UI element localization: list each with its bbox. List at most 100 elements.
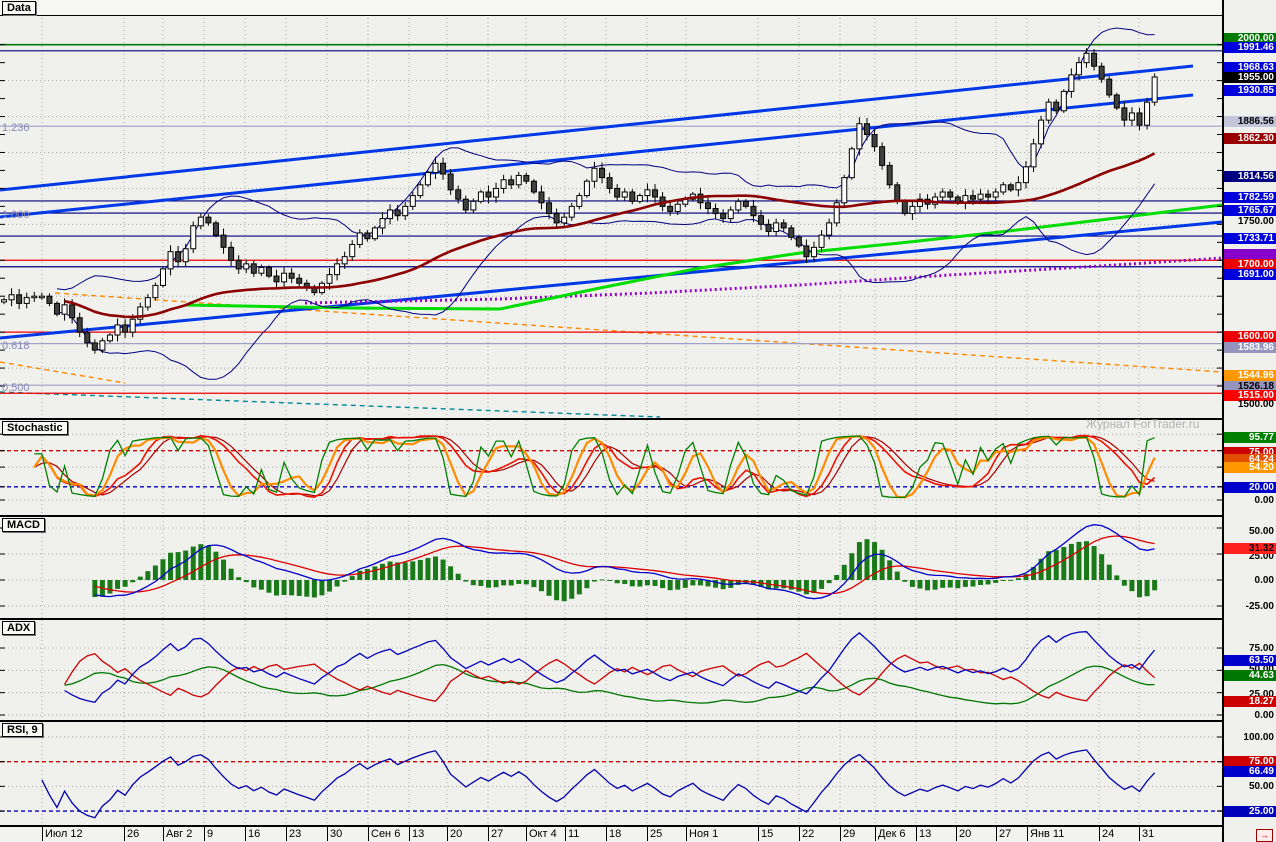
scale-value-label: 1862.30	[1224, 132, 1276, 144]
date-tick-label: 13	[412, 828, 425, 840]
date-tick-label: 25	[650, 828, 663, 840]
date-tick-label: 30	[330, 828, 343, 840]
date-tick-label: Янв 11	[1030, 828, 1065, 840]
date-tick	[124, 827, 125, 841]
date-tick-label: 22	[802, 828, 815, 840]
date-tick	[409, 827, 410, 841]
scale-value-label: 75.00	[1224, 446, 1276, 458]
rsi-indicator-canvas[interactable]	[0, 722, 1222, 825]
date-tick-label: 20	[959, 828, 972, 840]
scale-value-label: 63.50	[1224, 654, 1276, 666]
scale-value-label: 1600.00	[1224, 330, 1276, 342]
scale-value-label: 1583.96	[1224, 341, 1276, 353]
scale-value-label: 1500.00	[1237, 398, 1274, 410]
scale-value-label: 50.00	[1224, 664, 1276, 675]
scale-value-label: 25.00	[1248, 688, 1274, 700]
date-tick-label: 24	[1102, 828, 1115, 840]
scale-value-label: 95.77	[1224, 431, 1276, 443]
date-tick-label: 16	[248, 828, 261, 840]
scale-value-label: 20.00	[1224, 481, 1276, 493]
axis-border	[0, 825, 1276, 827]
date-tick-label: 11	[568, 828, 580, 840]
date-tick	[163, 827, 164, 841]
date-tick	[799, 827, 800, 841]
date-tick	[204, 827, 205, 841]
date-tick	[245, 827, 246, 841]
date-tick	[647, 827, 648, 841]
date-tick-label: 27	[999, 828, 1012, 840]
date-axis[interactable]: Июл 12 26 Авг 2 9 16 23 30 Сен 6 13 20 27 Окт 4 11 18…	[0, 827, 1222, 842]
scale-value-label: 54.20	[1224, 461, 1276, 473]
scroll-to-end-button[interactable]: →	[1256, 829, 1273, 842]
scale-value-label	[1224, 248, 1276, 260]
date-tick	[565, 827, 566, 841]
date-tick-label: Окт 4	[529, 828, 557, 840]
date-tick	[488, 827, 489, 841]
date-tick-label: 27	[491, 828, 504, 840]
scale-value-label: 1765.67	[1224, 204, 1276, 216]
scale-value-label: 1782.59	[1224, 191, 1276, 203]
scale-value-label: -25.00	[1245, 600, 1274, 612]
scale-value-label: 25.00	[1224, 805, 1276, 817]
scale-value-label: 100.00	[1243, 731, 1274, 743]
date-tick	[956, 827, 957, 841]
scale-value-label: 66.49	[1224, 765, 1276, 777]
scale-value-label: 1886.56	[1224, 115, 1276, 127]
stochastic-panel-tab[interactable]: Stochastic	[2, 421, 68, 435]
date-tick	[686, 827, 687, 841]
scale-value-label: 1691.00	[1224, 268, 1276, 280]
scale-value-label: 50.00	[1248, 780, 1274, 792]
date-tick-label: 23	[289, 828, 302, 840]
date-tick	[1139, 827, 1140, 841]
date-tick	[368, 827, 369, 841]
adx-panel-tab[interactable]: ADX	[2, 621, 36, 635]
date-tick	[42, 827, 43, 841]
date-tick-label: 29	[843, 828, 856, 840]
date-tick-label: 20	[450, 828, 463, 840]
panel-separator[interactable]	[0, 720, 1222, 722]
fibonacci-level-label: 0.618	[2, 340, 30, 352]
price-scale-column[interactable]: 2000.00 1991.46 1968.63 1955.00 1930.85 1886.…	[1224, 0, 1276, 842]
date-tick-label: Июл 12	[45, 828, 83, 840]
scale-value-label: 50.00	[1248, 525, 1274, 537]
date-tick-label: 13	[919, 828, 932, 840]
rsi-panel-tab[interactable]: RSI, 9	[2, 723, 43, 737]
scale-value-label: 1733.71	[1224, 232, 1276, 244]
scale-value-label: 1930.85	[1224, 84, 1276, 96]
adx-indicator-canvas[interactable]	[0, 620, 1222, 720]
stochastic-indicator-canvas[interactable]	[0, 420, 1222, 515]
fibonacci-level-label: 1.236	[2, 122, 30, 134]
panel-separator[interactable]	[0, 418, 1222, 420]
scale-value-label: 1515.00	[1224, 389, 1276, 401]
scale-value-label: 1968.63	[1224, 61, 1276, 73]
scale-value-label: 1750.00	[1237, 215, 1274, 227]
date-tick	[840, 827, 841, 841]
scale-value-label: 1544.96	[1224, 369, 1276, 381]
scale-value-label: 1991.46	[1224, 41, 1276, 53]
macd-panel-tab[interactable]: MACD	[2, 518, 45, 532]
watermark-text: Журнал ForTrader.ru	[1086, 417, 1200, 431]
scale-value-label: 75.00	[1224, 755, 1276, 767]
date-tick	[875, 827, 876, 841]
scale-value-label: 2000.00	[1224, 32, 1276, 44]
macd-indicator-canvas[interactable]	[0, 517, 1222, 618]
date-tick-label: Ноя 1	[689, 828, 719, 840]
date-tick-label: Дек 6	[878, 828, 906, 840]
panel-separator[interactable]	[0, 515, 1222, 517]
date-tick	[327, 827, 328, 841]
main-price-chart-canvas[interactable]	[0, 15, 1222, 418]
date-tick	[606, 827, 607, 841]
scale-value-label: 1955.00	[1224, 71, 1276, 83]
date-tick	[447, 827, 448, 841]
date-tick	[758, 827, 759, 841]
data-tab[interactable]: Data	[2, 1, 36, 15]
price-scale-divider[interactable]	[1222, 0, 1224, 842]
scale-value-label: 1526.18	[1224, 380, 1276, 392]
date-tick	[996, 827, 997, 841]
fibonacci-level-label: 1.000	[2, 209, 30, 221]
date-tick	[1027, 827, 1028, 841]
date-tick	[286, 827, 287, 841]
panel-separator[interactable]	[0, 618, 1222, 620]
chart-header-strip	[0, 0, 1222, 16]
scale-value-label: 25.00	[1248, 550, 1274, 562]
